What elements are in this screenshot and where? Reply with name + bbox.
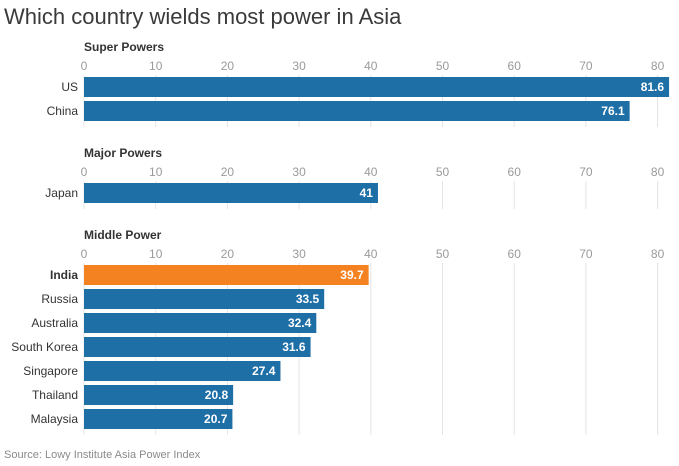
group-label: Major Powers bbox=[84, 146, 162, 160]
category-label: Japan bbox=[45, 186, 78, 200]
x-tick-label: 20 bbox=[221, 165, 235, 179]
x-tick-label: 50 bbox=[436, 165, 450, 179]
x-tick-label: 10 bbox=[149, 165, 163, 179]
bar bbox=[84, 183, 378, 203]
x-tick-label: 40 bbox=[364, 59, 378, 73]
bar bbox=[84, 101, 630, 121]
x-tick-label: 80 bbox=[651, 165, 665, 179]
chart-area: Super Powers 0 10 20 30 40 50 60 70 80 US 81.6 China… bbox=[11, 40, 670, 435]
category-label: Thailand bbox=[32, 388, 78, 402]
data-label: 27.4 bbox=[252, 364, 276, 378]
data-label: 76.1 bbox=[601, 104, 625, 118]
x-tick-label: 40 bbox=[364, 247, 378, 261]
x-tick-label: 80 bbox=[651, 59, 665, 73]
bar bbox=[84, 385, 234, 405]
data-label: 33.5 bbox=[296, 292, 320, 306]
data-label: 41 bbox=[360, 186, 374, 200]
chart-title: Which country wields most power in Asia bbox=[4, 4, 402, 29]
x-tick-label: 50 bbox=[436, 59, 450, 73]
data-label: 20.7 bbox=[204, 412, 228, 426]
x-tick-label: 70 bbox=[579, 165, 593, 179]
bar bbox=[84, 409, 233, 429]
x-tick-label: 60 bbox=[508, 59, 522, 73]
bar bbox=[84, 361, 281, 381]
group-label: Middle Power bbox=[84, 228, 162, 242]
x-tick-label: 20 bbox=[221, 59, 235, 73]
bar bbox=[84, 313, 317, 333]
x-tick-label: 60 bbox=[508, 165, 522, 179]
category-label: Singapore bbox=[23, 364, 78, 378]
x-tick-label: 0 bbox=[81, 247, 88, 261]
category-label: US bbox=[61, 80, 78, 94]
category-label: Russia bbox=[41, 292, 78, 306]
source-note: Source: Lowy Institute Asia Power Index bbox=[4, 449, 201, 461]
x-tick-label: 20 bbox=[221, 247, 235, 261]
x-tick-label: 70 bbox=[579, 59, 593, 73]
data-label: 32.4 bbox=[288, 316, 312, 330]
group-label: Super Powers bbox=[84, 40, 164, 54]
category-label: Australia bbox=[31, 316, 78, 330]
category-label: Malaysia bbox=[31, 412, 79, 426]
x-tick-label: 80 bbox=[651, 247, 665, 261]
data-label: 20.8 bbox=[205, 388, 229, 402]
bar bbox=[84, 337, 311, 357]
data-label: 39.7 bbox=[340, 268, 364, 282]
x-tick-label: 70 bbox=[579, 247, 593, 261]
category-label: South Korea bbox=[11, 340, 78, 354]
bar bbox=[84, 77, 670, 97]
x-tick-label: 30 bbox=[292, 247, 306, 261]
x-tick-label: 0 bbox=[81, 59, 88, 73]
data-label: 31.6 bbox=[282, 340, 306, 354]
x-tick-label: 30 bbox=[292, 165, 306, 179]
x-tick-label: 10 bbox=[149, 59, 163, 73]
bar bbox=[84, 289, 325, 309]
x-tick-label: 50 bbox=[436, 247, 450, 261]
category-label: India bbox=[50, 268, 78, 282]
x-tick-label: 0 bbox=[81, 165, 88, 179]
data-label: 81.6 bbox=[641, 80, 665, 94]
category-label: China bbox=[47, 104, 79, 118]
x-tick-label: 40 bbox=[364, 165, 378, 179]
x-tick-label: 60 bbox=[508, 247, 522, 261]
x-tick-label: 30 bbox=[292, 59, 306, 73]
x-tick-label: 10 bbox=[149, 247, 163, 261]
bar-highlight bbox=[84, 265, 369, 285]
